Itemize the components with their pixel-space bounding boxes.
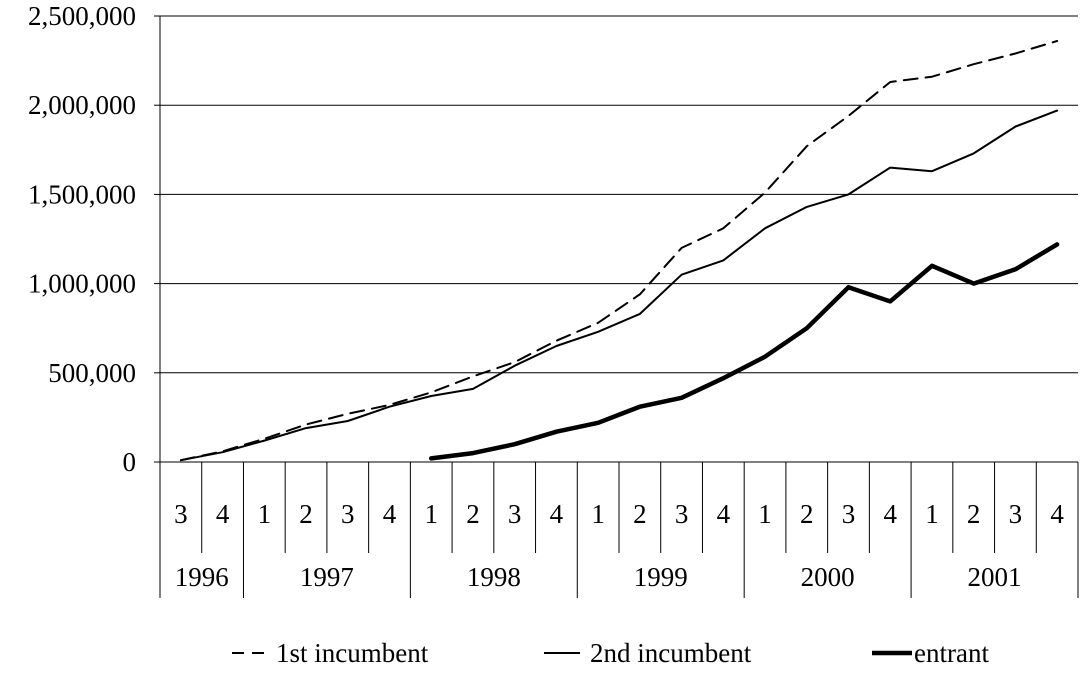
quarter-tick-label: 3 <box>341 499 355 529</box>
quarter-tick-label: 3 <box>1009 499 1023 529</box>
year-tick-label: 1996 <box>175 562 229 592</box>
y-tick-label: 0 <box>123 447 137 477</box>
quarter-tick-label: 1 <box>591 499 605 529</box>
year-tick-label: 2001 <box>968 562 1022 592</box>
y-tick-label: 1,500,000 <box>28 179 136 209</box>
quarter-tick-label: 4 <box>550 499 564 529</box>
year-tick-label: 2000 <box>801 562 855 592</box>
legend-label-2: 2nd incumbent <box>590 638 752 668</box>
quarter-tick-label: 3 <box>842 499 856 529</box>
quarter-tick-label: 4 <box>717 499 731 529</box>
quarter-tick-label: 2 <box>800 499 814 529</box>
year-tick-label: 1997 <box>300 562 354 592</box>
quarter-tick-label: 1 <box>424 499 438 529</box>
quarter-tick-label: 2 <box>299 499 313 529</box>
quarter-tick-label: 4 <box>216 499 230 529</box>
legend-label-1: 1st incumbent <box>276 638 429 668</box>
gridlines <box>160 15 1078 374</box>
series-line-2 <box>179 109 1059 462</box>
quarter-tick-label: 2 <box>633 499 647 529</box>
quarter-tick-label: 4 <box>1050 499 1064 529</box>
quarter-tick-label: 1 <box>258 499 272 529</box>
y-tick-label: 1,000,000 <box>28 269 136 299</box>
quarter-tick-label: 2 <box>967 499 981 529</box>
quarter-tick-label: 4 <box>383 499 397 529</box>
year-tick-label: 1998 <box>467 562 521 592</box>
y-tick-labels: 0 500,000 1,000,000 1,500,000 2,000,000 2,500… <box>28 1 136 477</box>
series-line-3 <box>428 242 1060 461</box>
quarter-tick-label: 4 <box>883 499 897 529</box>
quarter-tick-label: 1 <box>925 499 939 529</box>
y-tick-label: 2,500,000 <box>28 1 136 31</box>
series-lines <box>179 40 1060 462</box>
y-tick-label: 2,000,000 <box>28 90 136 120</box>
quarter-tick-label: 3 <box>675 499 689 529</box>
quarter-tick-label: 1 <box>758 499 772 529</box>
quarter-tick-label: 2 <box>466 499 480 529</box>
legend: 1st incumbent 2nd incumbent entrant <box>232 638 989 668</box>
legend-label-3: entrant <box>914 638 989 668</box>
axes <box>154 15 1079 598</box>
year-tick-label: 1999 <box>634 562 688 592</box>
quarter-tick-label: 3 <box>508 499 522 529</box>
series-line-1 <box>179 40 1059 462</box>
quarter-tick-label: 3 <box>174 499 188 529</box>
y-tick-label: 500,000 <box>48 358 136 388</box>
